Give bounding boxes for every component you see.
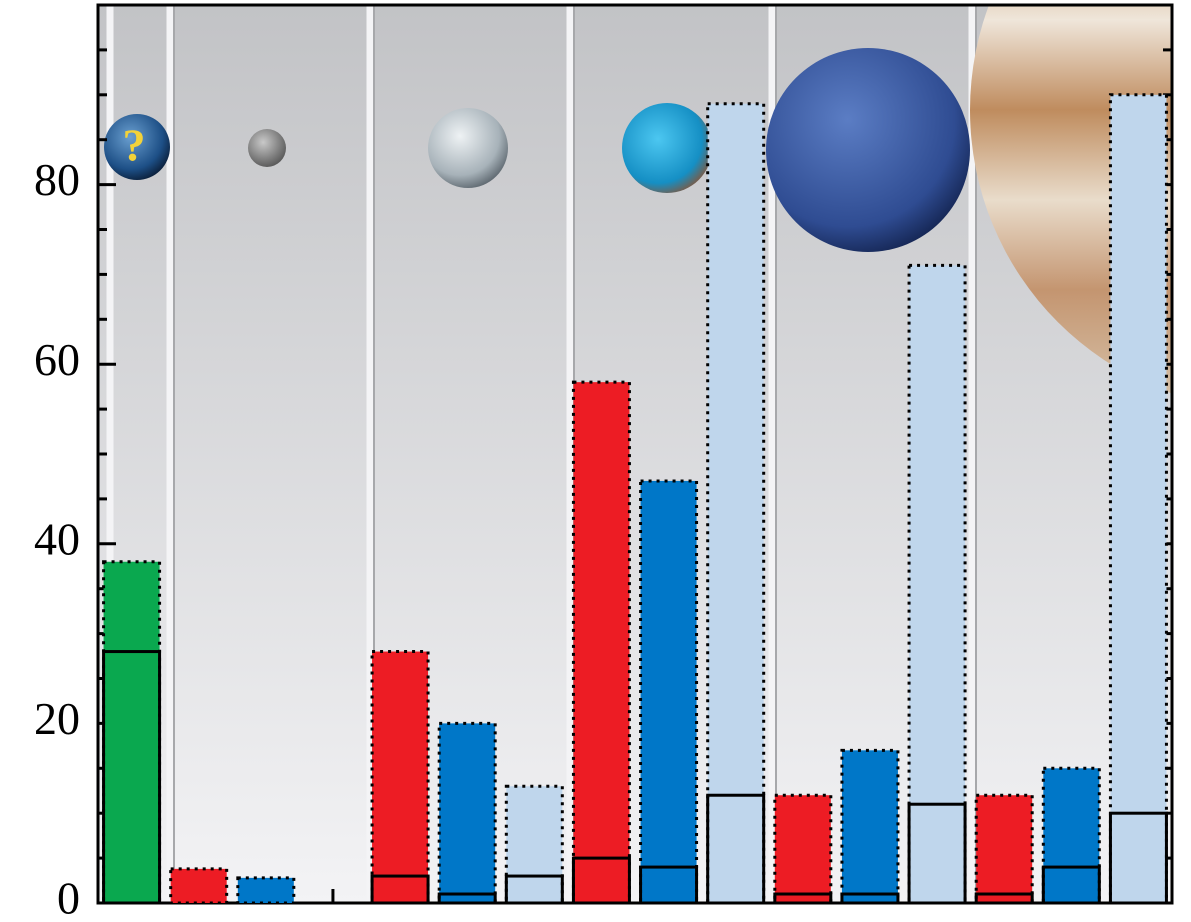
bar-lower-bound [437,892,497,905]
bar [840,748,900,905]
bar-lower-bound [773,892,833,905]
bar [639,479,699,905]
bar [1041,766,1101,905]
y-tick-label: 20 [34,693,80,744]
y-tick-label: 40 [34,513,80,564]
bar [236,876,296,905]
bar [370,650,430,905]
bar [974,793,1034,905]
bar [169,867,229,905]
y-tick-label: 80 [34,154,80,205]
background: ? [98,5,1172,903]
bar-lower-bound [639,865,699,905]
y-tick-label: 0 [57,873,80,922]
bar [907,263,967,905]
y-tick-label: 60 [34,334,80,385]
bar-lower-bound [840,892,900,905]
bar [1108,93,1168,905]
bar [571,380,631,905]
bar-lower-bound [1041,865,1101,905]
bar-lower-bound [102,650,162,905]
bar [437,721,497,905]
bar-lower-bound [907,802,967,905]
bar [706,102,766,905]
bar-lower-bound [706,793,766,905]
bar-lower-bound [370,874,430,905]
bar-lower-bound [571,856,631,905]
bar-lower-bound [1108,811,1168,905]
bar [102,560,162,905]
bar-lower-bound [974,892,1034,905]
bar [773,793,833,905]
bar [504,784,564,905]
svg-text:?: ? [123,120,146,171]
bar-lower-bound [504,874,564,905]
